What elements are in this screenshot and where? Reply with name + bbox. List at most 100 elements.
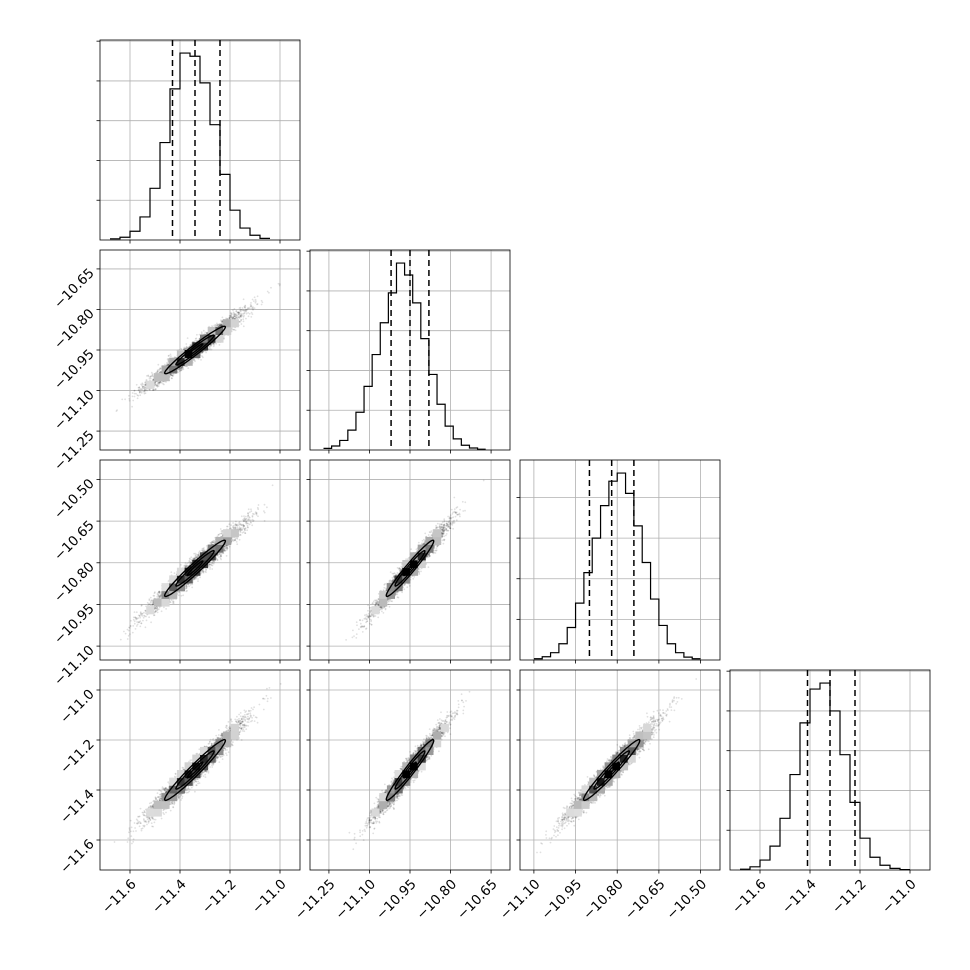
panel-background — [520, 460, 720, 660]
sample-point — [180, 369, 182, 372]
sample-point — [218, 325, 221, 327]
sample-point — [240, 318, 243, 321]
sample-point — [218, 324, 221, 326]
sample-point — [156, 385, 159, 387]
sample-point — [180, 367, 183, 369]
sample-point — [152, 389, 154, 391]
sample-point — [156, 369, 159, 372]
sample-point — [180, 367, 182, 370]
sample-point — [233, 313, 236, 315]
sample-point — [220, 323, 222, 326]
sample-point — [239, 528, 242, 531]
sample-point — [239, 315, 242, 317]
hist-panel-4 — [726, 669, 931, 874]
sample-point — [240, 319, 243, 322]
sample-point — [278, 284, 281, 287]
sample-point — [133, 395, 136, 398]
histogram-step — [533, 472, 701, 660]
sample-point — [279, 283, 281, 285]
sample-point — [193, 359, 196, 361]
sample-point — [137, 389, 140, 391]
sample-point — [144, 609, 147, 612]
sample-point — [126, 638, 129, 640]
sample-point — [143, 611, 145, 614]
sample-point — [266, 506, 268, 509]
sample-point — [243, 309, 246, 312]
sample-point — [237, 311, 240, 314]
sample-point — [185, 585, 188, 587]
sample-point — [167, 363, 169, 365]
histogram-step — [740, 682, 910, 871]
sample-point — [148, 377, 151, 380]
sample-point — [156, 370, 159, 373]
sample-point — [205, 351, 208, 354]
sample-point — [186, 337, 189, 339]
density-cell — [207, 326, 216, 335]
sample-point — [171, 374, 173, 377]
sample-point — [221, 323, 223, 325]
sample-point — [220, 558, 223, 561]
sample-point — [220, 320, 223, 323]
sample-point — [180, 347, 183, 350]
sample-point — [240, 315, 242, 318]
sample-point — [180, 369, 183, 371]
sample-point — [256, 295, 259, 298]
sample-point — [230, 524, 233, 526]
sample-point — [239, 320, 242, 323]
histogram-step — [110, 52, 270, 240]
sample-point — [200, 571, 203, 574]
sample-point — [180, 369, 183, 371]
sample-point — [243, 525, 246, 527]
sample-point — [187, 346, 190, 349]
sample-point — [220, 323, 223, 325]
sample-point — [200, 331, 203, 334]
sample-point — [154, 381, 157, 384]
sample-point — [181, 365, 183, 368]
sample-point — [245, 312, 248, 315]
sample-point — [159, 371, 161, 373]
sample-point — [225, 546, 228, 548]
sample-point — [243, 312, 246, 315]
sample-point — [215, 324, 218, 327]
sample-point — [135, 383, 138, 386]
sample-point — [150, 375, 153, 377]
sample-point — [138, 386, 141, 389]
sample-point — [200, 359, 202, 361]
sample-point — [228, 315, 231, 317]
sample-point — [164, 363, 166, 366]
sample-point — [144, 386, 146, 389]
sample-point — [234, 539, 236, 542]
sample-point — [232, 317, 235, 320]
sample-point — [189, 561, 192, 564]
sample-point — [139, 391, 141, 394]
sample-point — [216, 558, 219, 561]
sample-point — [152, 389, 155, 391]
sample-point — [190, 343, 193, 346]
sample-point — [158, 381, 161, 384]
sample-point — [138, 388, 141, 391]
sample-point — [214, 323, 217, 326]
sample-point — [253, 300, 255, 302]
sample-point — [194, 360, 196, 363]
sample-point — [128, 399, 131, 402]
sample-point — [147, 375, 150, 378]
sample-point — [145, 388, 148, 391]
sample-point — [239, 312, 241, 315]
sample-point — [201, 351, 204, 353]
sample-point — [221, 319, 224, 322]
sample-point — [221, 321, 223, 323]
density-cell — [223, 326, 232, 335]
sample-point — [244, 306, 247, 309]
sample-point — [187, 564, 189, 567]
sample-point — [238, 528, 241, 530]
sample-point — [237, 313, 240, 316]
sample-point — [252, 307, 254, 310]
sample-point — [158, 381, 160, 384]
sample-point — [141, 386, 144, 388]
sample-point — [210, 541, 213, 544]
sample-point — [169, 374, 172, 377]
sample-point — [181, 366, 184, 369]
sample-point — [247, 307, 250, 310]
sample-point — [181, 366, 184, 369]
sample-point — [239, 530, 242, 532]
